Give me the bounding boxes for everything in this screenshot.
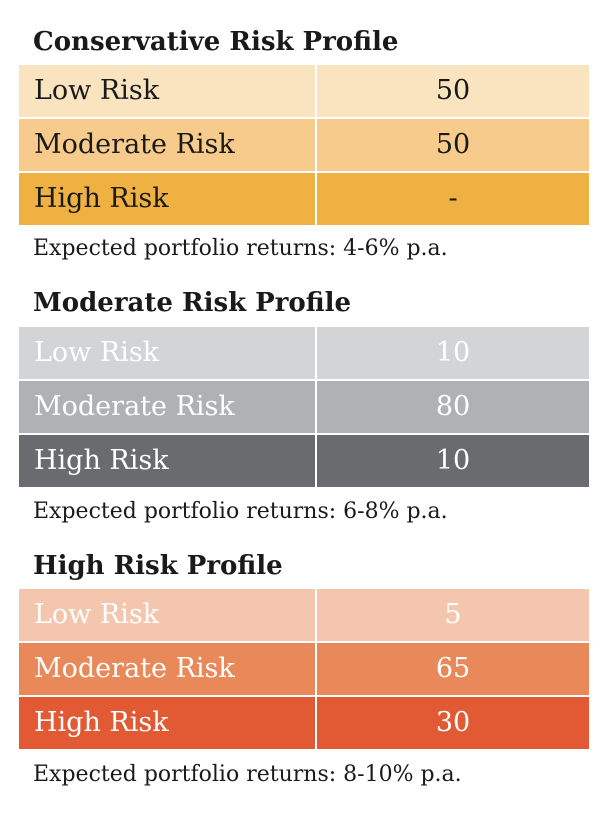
table-row: Moderate Risk 65 xyxy=(19,642,589,697)
table-row: Low Risk 10 xyxy=(19,327,589,381)
allocation-table-moderate: Low Risk 10 Moderate Risk 80 High Risk 1… xyxy=(19,327,589,487)
allocation-table-conservative: Low Risk 50 Moderate Risk 50 High Risk - xyxy=(19,65,589,225)
table-row: Moderate Risk 50 xyxy=(19,118,589,173)
row-label: Low Risk xyxy=(19,65,317,119)
row-label: Moderate Risk xyxy=(19,642,317,697)
allocation-table-high: Low Risk 5 Moderate Risk 65 High Risk 30 xyxy=(19,589,589,749)
expected-returns-high: Expected portfolio returns: 8-10% p.a. xyxy=(33,762,462,787)
expected-returns-conservative: Expected portfolio returns: 4-6% p.a. xyxy=(33,236,448,261)
row-label: Moderate Risk xyxy=(19,380,317,435)
row-value: 30 xyxy=(316,696,589,749)
row-value: 10 xyxy=(316,434,589,487)
table-row: High Risk 30 xyxy=(19,696,589,749)
row-label: High Risk xyxy=(19,696,317,749)
row-label: Low Risk xyxy=(19,327,317,381)
row-value: - xyxy=(316,172,589,225)
table-row: Moderate Risk 80 xyxy=(19,380,589,435)
row-value: 80 xyxy=(316,380,589,435)
profile-title-moderate: Moderate Risk Profile xyxy=(33,288,352,318)
row-label: High Risk xyxy=(19,434,317,487)
row-label: Low Risk xyxy=(19,589,317,643)
table-row: High Risk - xyxy=(19,172,589,225)
profile-title-conservative: Conservative Risk Profile xyxy=(33,27,399,57)
row-value: 50 xyxy=(316,118,589,173)
row-value: 5 xyxy=(316,589,589,643)
row-value: 10 xyxy=(316,327,589,381)
row-label: High Risk xyxy=(19,172,317,225)
table-row: Low Risk 5 xyxy=(19,589,589,643)
row-value: 50 xyxy=(316,65,589,119)
profile-title-high: High Risk Profile xyxy=(33,551,283,581)
table-row: Low Risk 50 xyxy=(19,65,589,119)
row-value: 65 xyxy=(316,642,589,697)
expected-returns-moderate: Expected portfolio returns: 6-8% p.a. xyxy=(33,499,448,524)
row-label: Moderate Risk xyxy=(19,118,317,173)
table-row: High Risk 10 xyxy=(19,434,589,487)
